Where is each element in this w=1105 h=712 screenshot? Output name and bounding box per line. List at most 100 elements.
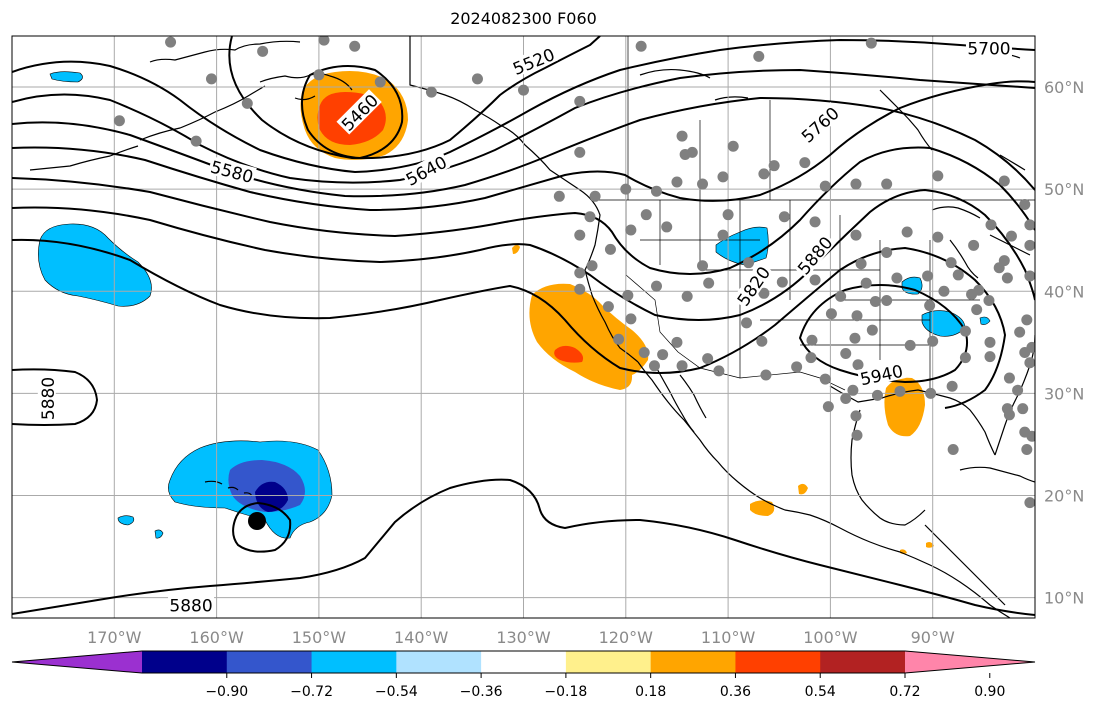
station-dot-65 [758, 287, 770, 299]
station-dot-87 [791, 361, 803, 373]
colorbar: −0.90 −0.72 −0.54 −0.36 −0.18 0.18 0.36 0.54 0.7… [11, 650, 1036, 700]
lon-tick-label-6: 110°W [701, 628, 756, 647]
station-dot-127 [1001, 403, 1013, 415]
map-gridlines [12, 36, 1035, 618]
political-borders [409, 36, 1035, 391]
station-dot-13 [574, 95, 586, 107]
station-dot-5 [241, 97, 253, 109]
anomaly-fill-mexico-warm-1 [750, 500, 775, 516]
contour-5880-west [12, 368, 99, 426]
station-dot-71 [574, 267, 586, 279]
station-dot-4 [205, 73, 217, 85]
contour-label-9: 5880 [37, 375, 59, 422]
colorbar-segment-6 [650, 651, 736, 673]
station-dot-35 [697, 178, 709, 190]
station-dot-63 [809, 274, 821, 286]
station-dot-95 [847, 384, 859, 396]
lon-tick-label-0: 170°W [87, 628, 142, 647]
contour-label-text-4: 5700 [967, 39, 1010, 59]
contour-5700 [12, 80, 1035, 212]
station-dot-141 [1024, 497, 1035, 509]
anomaly-fill-california [529, 283, 649, 390]
contour-5820 [12, 188, 1035, 321]
contour-5520 [228, 36, 601, 160]
station-dot-44 [809, 216, 821, 228]
contour-label-10: 5880 [168, 595, 215, 617]
station-dot-10 [425, 86, 437, 98]
station-dot-68 [650, 280, 662, 292]
station-dot-40 [625, 224, 637, 236]
contour-label-text-10: 5880 [169, 597, 212, 617]
station-dot-103 [822, 401, 834, 413]
contour-hawaii-low [232, 501, 292, 553]
lon-tick-label-4: 130°W [496, 628, 551, 647]
lon-tick-label-1: 160°W [189, 628, 244, 647]
station-dot-72 [574, 283, 586, 295]
station-dot-104 [904, 339, 916, 351]
colorbar-segment-1 [226, 651, 313, 673]
station-dot-81 [676, 360, 688, 372]
station-dot-62 [860, 277, 872, 289]
latitude-labels: 60°N 50°N 40°N 30°N 20°N 10°N [1044, 78, 1084, 608]
station-dot-31 [620, 183, 632, 195]
station-dot-86 [760, 369, 772, 381]
anomaly-fill-mexico-warm-2 [798, 483, 808, 495]
station-dot-38 [584, 211, 596, 223]
station-dot-26 [819, 180, 831, 192]
station-dot-61 [891, 272, 903, 284]
colorbar-tick-label-6: 0.36 [720, 684, 751, 700]
contour-5880-south [12, 478, 1035, 616]
lon-tick-label-2: 150°W [292, 628, 347, 647]
station-dot-36 [671, 176, 683, 188]
lat-tick-label-1: 50°N [1044, 180, 1084, 199]
colorbar-extend-min [12, 651, 142, 673]
station-dot-70 [586, 260, 598, 272]
lon-tick-label-7: 100°W [803, 628, 858, 647]
station-dot-131 [1024, 239, 1035, 251]
station-dot-107 [959, 325, 971, 337]
station-dot-92 [852, 359, 864, 371]
cyclone-marker [248, 512, 266, 530]
lat-tick-label-2: 40°N [1044, 282, 1084, 301]
station-dot-50 [776, 276, 788, 288]
station-dot-123 [1014, 326, 1026, 338]
station-dot-108 [984, 351, 996, 363]
station-dot-112 [1017, 403, 1029, 415]
station-dot-6 [113, 115, 125, 127]
station-dot-37 [640, 209, 652, 221]
station-dot-64 [835, 290, 847, 302]
station-dot-78 [657, 349, 669, 361]
station-dot-49 [743, 257, 755, 269]
station-dot-129 [1021, 444, 1033, 456]
station-dot-88 [806, 334, 818, 346]
contour-label-text-9: 5880 [39, 377, 59, 420]
station-dot-138 [998, 255, 1010, 267]
station-dot-120 [869, 295, 881, 307]
station-dot-128 [1019, 426, 1031, 438]
anomaly-fill-gulf-warm [884, 377, 925, 437]
colorbar-segment-7 [735, 651, 821, 673]
station-dot-54 [932, 231, 944, 243]
station-dot-25 [717, 171, 729, 183]
station-dot-97 [894, 385, 906, 397]
station-dot-39 [574, 229, 586, 241]
height-contours [12, 36, 1035, 616]
contour-label-4: 5700 [965, 38, 1012, 59]
station-dot-115 [924, 300, 936, 312]
station-dot-28 [881, 178, 893, 190]
station-dot-80 [671, 336, 683, 348]
contour-5460-low [301, 65, 404, 160]
anomaly-fill-small-cold-2 [154, 529, 164, 539]
station-dot-21 [679, 148, 691, 160]
station-dot-98 [925, 387, 937, 399]
station-dot-48 [697, 260, 709, 272]
station-dot-29 [932, 170, 944, 182]
lat-tick-label-5: 10°N [1044, 589, 1084, 608]
map-frame [11, 35, 1036, 619]
station-dot-34 [650, 185, 662, 197]
station-dot-17 [574, 146, 586, 158]
colorbar-outline [11, 650, 1036, 674]
station-dot-118 [971, 304, 983, 316]
